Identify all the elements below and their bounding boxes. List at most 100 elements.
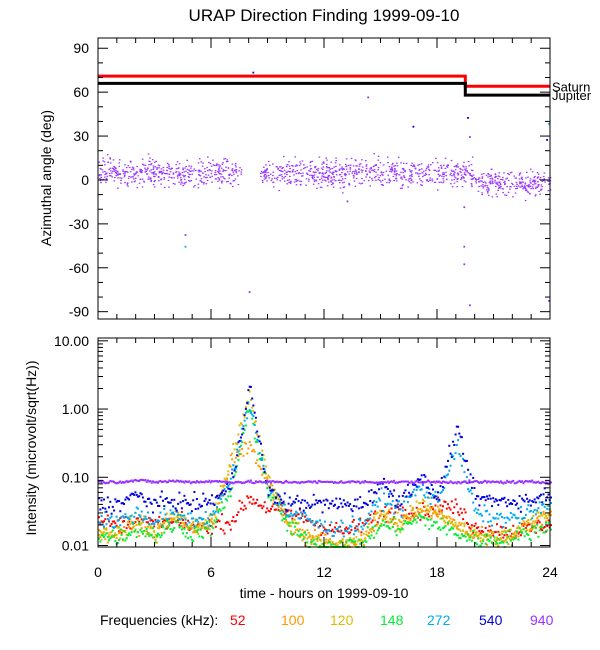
intensity-point [216,520,218,523]
direction-point [311,176,314,179]
direction-point [496,196,498,198]
intensity-point [101,532,104,535]
intensity-point [113,536,116,539]
direction-point [363,180,366,182]
intensity-point [371,528,374,531]
intensity-point [395,504,398,507]
direction-point [282,167,284,169]
intensity-point [406,517,409,520]
intensity-point [164,519,167,522]
intensity-point [393,516,396,519]
direction-point [499,182,502,184]
direction-point [178,163,181,165]
intensity-point [371,481,374,484]
intensity-point [283,508,286,510]
direction-point [138,182,141,184]
intensity-point [204,497,207,500]
intensity-point [145,521,148,524]
intensity-point [331,535,334,537]
intensity-point [154,499,157,501]
intensity-point [507,498,510,501]
intensity-point [452,518,455,521]
intensity-point [396,506,399,509]
intensity-point [169,501,172,504]
intensity-point [164,480,167,483]
direction-point [460,174,463,176]
intensity-point [237,455,240,457]
intensity-point [486,538,488,541]
intensity-point [134,511,137,514]
intensity-point [288,524,291,527]
direction-point [380,172,383,174]
intensity-point [522,516,525,519]
intensity-point [296,512,299,515]
intensity-point [419,488,422,491]
direction-point [392,175,395,178]
intensity-point [297,500,300,503]
direction-point [267,160,270,163]
intensity-point [438,499,441,502]
intensity-point [423,481,426,483]
intensity-point [399,508,402,511]
series-940-direction-points [98,153,552,202]
intensity-point [447,482,449,484]
intensity-point [457,534,460,537]
intensity-point [467,534,470,537]
intensity-point [319,519,321,522]
direction-point [148,176,150,178]
direction-point [509,186,511,188]
intensity-point [410,495,413,497]
intensity-point [306,480,309,483]
direction-point [403,168,405,170]
intensity-point [395,481,398,484]
direction-point [481,192,483,194]
intensity-point [398,495,401,498]
direction-point [407,179,410,181]
direction-point [442,182,444,184]
direction-point [466,171,468,173]
direction-point [264,172,267,174]
direction-point [392,162,394,165]
intensity-point [512,513,515,516]
direction-point [516,187,518,189]
intensity-point [219,485,222,487]
intensity-point [389,511,392,514]
direction-point [539,178,541,180]
direction-point [332,183,334,185]
intensity-point [465,530,468,533]
intensity-point [276,502,279,504]
direction-point [321,173,323,175]
intensity-point [524,479,527,482]
direction-point [193,186,195,188]
direction-point [515,181,518,184]
direction-point [295,173,298,175]
direction-point [342,168,345,170]
intensity-point [131,526,134,529]
direction-point [388,179,391,181]
intensity-point [293,531,296,534]
intensity-point [467,481,470,484]
direction-point [348,173,350,175]
direction-point [298,180,301,182]
intensity-point [421,516,424,518]
intensity-point [367,481,370,484]
intensity-point [439,485,442,488]
direction-point [333,166,335,168]
direction-point [358,168,360,170]
intensity-point [467,523,470,526]
direction-point [495,176,498,178]
intensity-point [217,494,220,497]
direction-point [293,181,296,183]
intensity-point [404,514,407,517]
outlier-point [546,139,548,141]
intensity-point [352,540,355,543]
intensity-point [187,502,190,504]
direction-point [216,163,218,165]
intensity-point [271,489,274,492]
intensity-point [512,535,515,538]
intensity-point [351,480,354,483]
direction-point [320,177,323,179]
direction-point [109,167,112,169]
direction-point [342,186,345,189]
intensity-point [374,503,377,506]
